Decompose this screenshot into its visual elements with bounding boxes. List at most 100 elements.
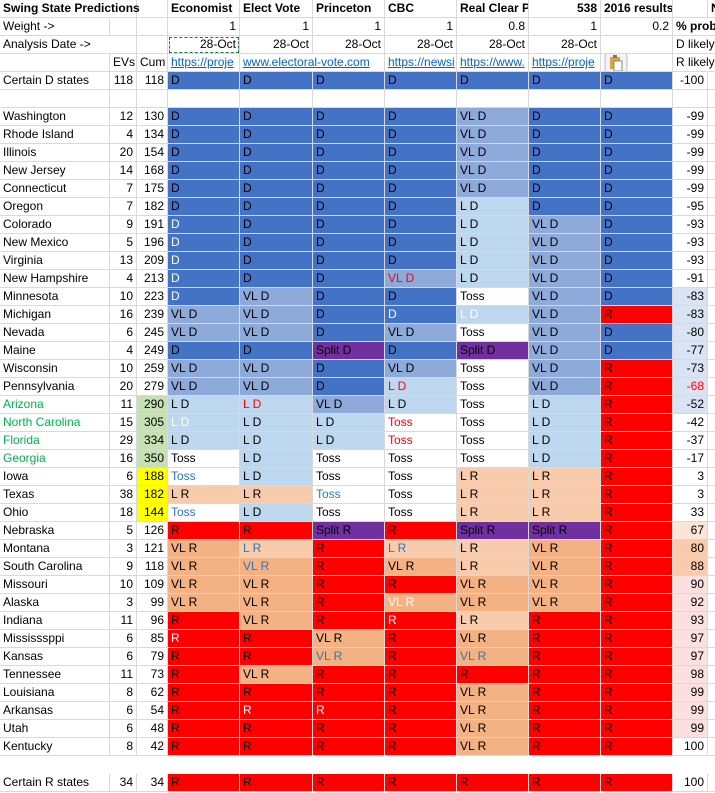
electoral-votes: 6 (110, 702, 137, 720)
prediction: D (240, 144, 313, 162)
prediction: D (601, 216, 673, 234)
prediction: VL D (529, 342, 601, 360)
prediction: L R (457, 468, 529, 486)
prediction: L D (457, 234, 529, 252)
prediction: L R (457, 540, 529, 558)
prediction: D (601, 270, 673, 288)
cell (601, 774, 673, 792)
cumulative-votes: 279 (137, 378, 168, 396)
cell (137, 0, 168, 18)
prediction: L D (457, 216, 529, 234)
win-probability: -77 (673, 342, 708, 360)
cell (708, 540, 715, 558)
cell (240, 774, 313, 792)
cell (673, 0, 708, 18)
state-name: Iowa (0, 468, 110, 486)
prediction: Toss (385, 468, 457, 486)
cumulative-votes: 305 (137, 414, 168, 432)
prediction: Split D (313, 342, 385, 360)
prediction: R (385, 522, 457, 540)
prediction: VL D (457, 162, 529, 180)
prediction: Toss (313, 468, 385, 486)
prediction: D (313, 234, 385, 252)
state-name: Kentucky (0, 738, 110, 756)
sheet-title: Swing State Predictions (0, 0, 140, 18)
state-name: Utah (0, 720, 110, 738)
electoral-votes: 16 (110, 450, 137, 468)
cell (708, 504, 715, 522)
win-probability: 99 (673, 720, 708, 738)
prediction: D (313, 216, 385, 234)
column-header: 538 (529, 0, 601, 18)
state-name: Nevada (0, 324, 110, 342)
state-name: Colorado (0, 216, 110, 234)
cumulative-votes: 48 (137, 720, 168, 738)
paste-icon[interactable] (601, 54, 673, 72)
state-name: Arizona (0, 396, 110, 414)
prediction: R (313, 576, 385, 594)
prediction: R (313, 612, 385, 630)
cell (110, 774, 137, 792)
cell (110, 90, 137, 108)
win-probability: 67 (673, 522, 708, 540)
prediction: R (601, 414, 673, 432)
cumulative-votes: 182 (137, 486, 168, 504)
prob-note: R likely (673, 54, 715, 72)
cumulative-votes: 196 (137, 234, 168, 252)
prediction: L D (385, 396, 457, 414)
electoral-votes: 5 (110, 234, 137, 252)
prediction: VL R (457, 576, 529, 594)
prediction: D (168, 252, 240, 270)
prediction: R (529, 630, 601, 648)
prediction: R (601, 738, 673, 756)
cell (137, 774, 168, 792)
prediction: R (601, 594, 673, 612)
prediction: VL D (457, 126, 529, 144)
prediction: R (240, 738, 313, 756)
prediction: L R (529, 504, 601, 522)
cell (313, 90, 385, 108)
cumulative-votes: 42 (137, 738, 168, 756)
cell (708, 414, 715, 432)
prediction: R (529, 666, 601, 684)
prediction: D (168, 342, 240, 360)
prediction: D (240, 180, 313, 198)
prediction: Toss (313, 504, 385, 522)
cell (708, 234, 715, 252)
cell (708, 468, 715, 486)
prediction: D (601, 144, 673, 162)
prediction: R (385, 612, 457, 630)
win-probability: -100 (673, 72, 708, 90)
prediction: L D (529, 396, 601, 414)
prediction: VL D (168, 378, 240, 396)
electoral-votes: 3 (110, 540, 137, 558)
cell (385, 774, 457, 792)
prediction: R (313, 684, 385, 702)
prediction: L R (529, 486, 601, 504)
prediction: R (240, 522, 313, 540)
prediction: D (313, 252, 385, 270)
prediction: R (168, 648, 240, 666)
win-probability: -68 (673, 378, 708, 396)
analysis-date: 28-Oct (385, 36, 457, 54)
prediction: D (313, 126, 385, 144)
prediction: R (601, 522, 673, 540)
state-name: Ohio (0, 504, 110, 522)
prediction: D (529, 72, 601, 90)
prediction: VL D (313, 396, 385, 414)
prediction: R (168, 702, 240, 720)
cumulative-votes: 62 (137, 684, 168, 702)
cumulative-votes: 121 (137, 540, 168, 558)
win-probability: 3 (673, 468, 708, 486)
prediction: D (240, 108, 313, 126)
paste-icon[interactable] (604, 54, 628, 72)
prediction: L D (240, 396, 313, 414)
column-header: 2016 results (601, 0, 673, 18)
prediction: L D (168, 414, 240, 432)
cell (708, 270, 715, 288)
prediction: D (601, 324, 673, 342)
prediction: D (601, 180, 673, 198)
prediction: D (313, 288, 385, 306)
prediction: D (385, 234, 457, 252)
